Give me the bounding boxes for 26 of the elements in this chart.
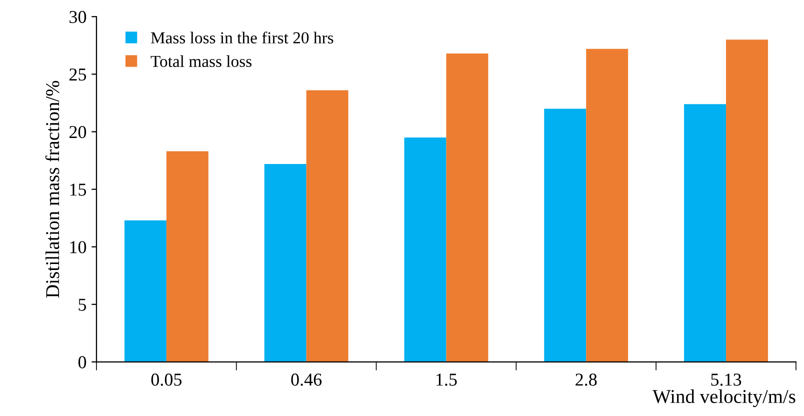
bar: [404, 137, 446, 362]
bar: [306, 90, 348, 362]
y-axis-title: Distillation mass fraction/%: [45, 80, 60, 298]
x-tick-label: 1.5: [436, 374, 457, 386]
bar: [446, 53, 488, 362]
x-axis-title: Wind velocity/m/s: [652, 389, 796, 408]
y-tick-label: 5: [78, 298, 86, 311]
y-tick-label: 20: [69, 126, 86, 138]
y-tick-label: 25: [69, 68, 86, 81]
bar: [544, 108, 586, 362]
bar: [264, 164, 306, 362]
x-tick-label: 0.46: [291, 374, 322, 386]
bar: [166, 151, 208, 362]
x-tick-label: 0.05: [151, 374, 182, 386]
legend-label: Total mass loss: [150, 55, 252, 68]
bar: [726, 40, 768, 362]
y-tick-label: 15: [70, 184, 86, 196]
y-tick-label: 30: [70, 10, 86, 24]
y-tick-label: 10: [70, 241, 86, 254]
bar: [586, 48, 628, 362]
x-tick-label: 2.8: [576, 374, 597, 386]
y-tick-label: 0: [78, 356, 86, 368]
bar: [124, 220, 166, 362]
x-tick-label: 5.13: [711, 374, 742, 386]
legend-label: Mass loss in the first 20 hrs: [150, 32, 334, 44]
bar: [684, 104, 726, 362]
